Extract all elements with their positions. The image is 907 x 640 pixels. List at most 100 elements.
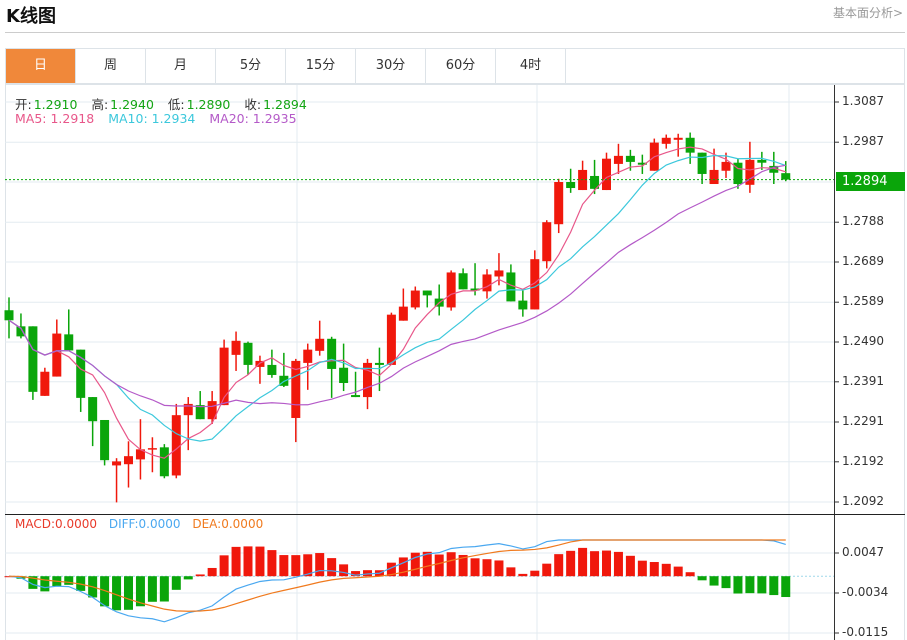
macd-bar <box>327 558 337 577</box>
candle-body <box>147 448 157 450</box>
macd-bar <box>685 572 695 577</box>
candle-body <box>721 161 731 171</box>
macd-bar <box>661 563 671 577</box>
macd-bar <box>769 576 779 596</box>
candle-body <box>267 364 277 375</box>
macd-readout: MACD:0.0000 DIFF:0.0000 DEA:0.0000 <box>15 517 271 531</box>
macd-bar <box>733 576 743 594</box>
tab-week[interactable]: 周 <box>76 49 146 83</box>
dea-line <box>8 539 786 612</box>
ma20-value: MA20: 1.2935 <box>209 111 297 126</box>
candle-body <box>374 362 384 365</box>
macd-bar <box>506 567 516 577</box>
candle-body <box>76 349 86 398</box>
macd-bar <box>315 553 325 577</box>
macd-bar <box>781 576 791 598</box>
macd-bar <box>757 576 767 594</box>
candle-body <box>135 449 145 460</box>
open-value: 1.2910 <box>33 97 78 112</box>
candle-body <box>4 310 14 321</box>
macd-bar <box>434 554 444 577</box>
tab-30min[interactable]: 30分 <box>356 49 426 83</box>
macd-bar <box>363 570 372 577</box>
candle-body <box>602 158 611 191</box>
candle-body <box>554 182 564 225</box>
candle-body <box>16 326 26 337</box>
candle-body <box>88 397 98 422</box>
macd-tick-label: -0.0115 <box>842 625 889 639</box>
tab-4hour[interactable]: 4时 <box>496 49 566 83</box>
macd-bar <box>147 576 157 602</box>
candle-body <box>458 273 468 290</box>
candle-body <box>327 338 337 369</box>
candle-body <box>112 461 122 466</box>
candle-body <box>733 162 743 185</box>
macd-bar <box>386 562 396 577</box>
macd-bar <box>243 546 253 577</box>
macd-bar <box>135 576 145 607</box>
price-tick-label: 1.2689 <box>842 254 884 268</box>
candle-body <box>697 152 707 174</box>
tab-5min[interactable]: 5分 <box>216 49 286 83</box>
macd-bar <box>446 552 456 577</box>
macd-bar <box>542 563 552 577</box>
macd-bar <box>422 551 432 577</box>
macd-bar <box>351 571 361 577</box>
price-tick-label: 1.2291 <box>842 414 884 428</box>
ma5-line <box>8 146 786 459</box>
candle-body <box>351 395 361 398</box>
macd-bar <box>494 560 504 577</box>
macd-bar <box>637 560 647 577</box>
candle-body <box>566 182 576 189</box>
macd-bar <box>613 551 623 577</box>
candle-body <box>159 447 169 477</box>
dea-value: DEA:0.0000 <box>192 517 264 531</box>
macd-value: MACD:0.0000 <box>15 517 98 531</box>
price-tick-label: 1.2490 <box>842 334 884 348</box>
macd-tick-label: -0.0034 <box>842 585 889 599</box>
macd-bar <box>207 567 217 577</box>
ma10-value: MA10: 1.2934 <box>108 111 196 126</box>
macd-bar <box>112 576 122 611</box>
ma20-line <box>8 164 786 408</box>
high-value: 1.2940 <box>110 97 154 112</box>
low-value: 1.2890 <box>186 97 231 112</box>
macd-bar <box>709 576 719 586</box>
candle-body <box>422 290 432 296</box>
candle-body <box>315 338 325 351</box>
macd-bar <box>590 551 600 577</box>
candle-body <box>757 159 767 163</box>
candle-body <box>52 333 62 377</box>
candle-body <box>661 137 671 144</box>
candle-body <box>64 334 74 351</box>
macd-bar <box>482 559 492 577</box>
macd-bar <box>745 576 755 594</box>
tab-month[interactable]: 月 <box>146 49 216 83</box>
macd-bar <box>673 566 683 577</box>
macd-bar <box>255 546 265 577</box>
price-tick-label: 1.2788 <box>842 214 884 229</box>
macd-bar <box>602 550 611 577</box>
price-tick-label: 1.2987 <box>842 134 884 149</box>
candle-body <box>542 222 552 262</box>
macd-bar <box>159 576 169 602</box>
candle-body <box>613 155 623 164</box>
candle-body <box>685 137 695 153</box>
candle-body <box>470 288 480 291</box>
diff-value: DIFF:0.0000 <box>108 517 181 531</box>
ma10-line <box>8 154 786 442</box>
fundamental-analysis-link[interactable]: 基本面分析> <box>832 6 903 20</box>
macd-bar <box>64 576 74 585</box>
tab-15min[interactable]: 15分 <box>286 49 356 83</box>
tab-day[interactable]: 日 <box>6 49 76 83</box>
candle-body <box>673 137 683 140</box>
candle-body <box>781 173 791 180</box>
macd-bar <box>267 550 277 577</box>
macd-bar <box>554 554 564 577</box>
macd-bar <box>303 554 313 577</box>
tab-60min[interactable]: 60分 <box>426 49 496 83</box>
candle-body <box>171 415 181 476</box>
macd-bar <box>40 576 50 592</box>
high-label: 高: <box>91 97 109 112</box>
